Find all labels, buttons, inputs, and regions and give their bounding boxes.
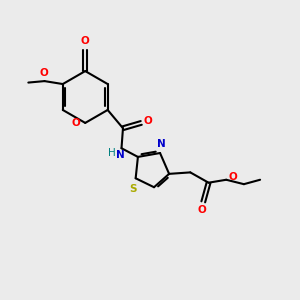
Text: H: H bbox=[108, 148, 116, 158]
Text: N: N bbox=[157, 139, 166, 148]
Text: O: O bbox=[81, 36, 90, 46]
Text: N: N bbox=[116, 150, 124, 160]
Text: S: S bbox=[129, 184, 136, 194]
Text: O: O bbox=[229, 172, 237, 182]
Text: O: O bbox=[39, 68, 48, 78]
Text: O: O bbox=[144, 116, 152, 126]
Text: O: O bbox=[197, 205, 206, 215]
Text: O: O bbox=[71, 118, 80, 128]
